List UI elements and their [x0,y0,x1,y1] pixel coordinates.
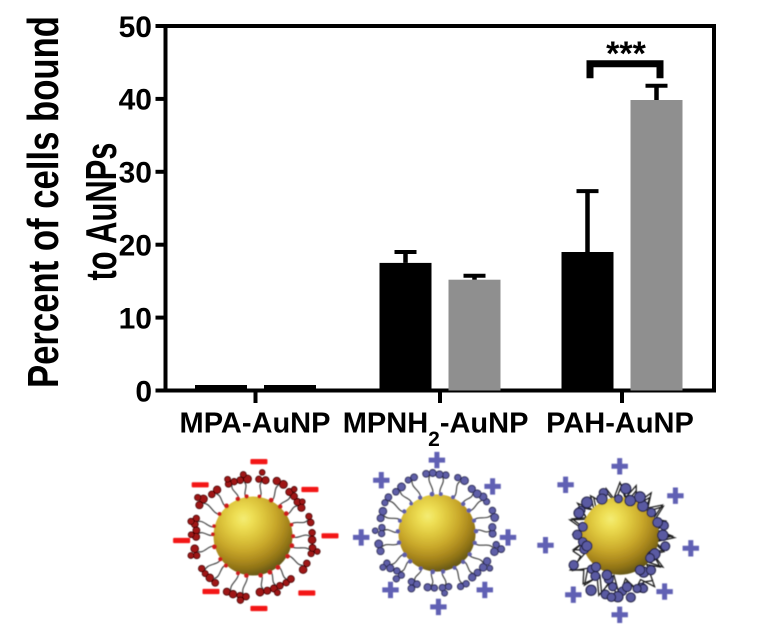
svg-text:10: 10 [119,302,152,335]
svg-text:MPA-AuNP: MPA-AuNP [180,408,331,440]
svg-text:40: 40 [119,84,152,117]
svg-text:20: 20 [119,230,152,263]
svg-text:***: *** [606,35,646,73]
svg-text:0: 0 [135,375,152,408]
svg-text:PAH-AuNP: PAH-AuNP [546,408,694,440]
svg-text:to AuNPs: to AuNPs [77,143,126,281]
svg-text:Percent of cells bound: Percent of cells bound [19,16,68,388]
svg-text:30: 30 [119,157,152,190]
svg-text:50: 50 [119,11,152,44]
